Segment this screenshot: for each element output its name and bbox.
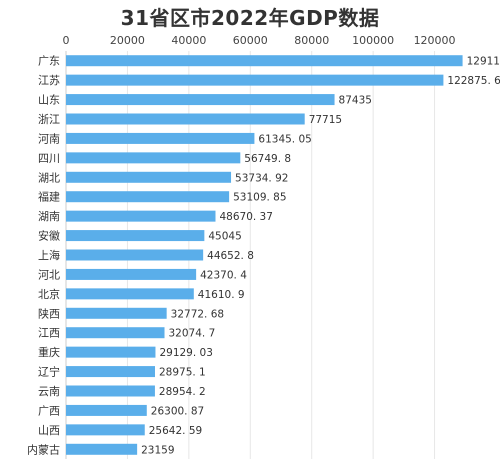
x-tick-label: 80000 <box>294 34 329 47</box>
category-label: 上海 <box>38 248 60 262</box>
value-label: 77715 <box>309 114 342 126</box>
category-label: 江西 <box>38 327 60 340</box>
value-label: 28975. 1 <box>159 367 206 379</box>
category-label: 陕西 <box>38 306 60 320</box>
bar <box>66 366 155 378</box>
category-label: 福建 <box>38 190 60 204</box>
value-label: 42370. 4 <box>200 269 247 281</box>
category-label: 山西 <box>38 424 60 437</box>
x-tick-label: 60000 <box>233 34 268 47</box>
value-label: 28954. 2 <box>159 386 206 398</box>
value-label: 32074. 7 <box>169 328 216 340</box>
value-label: 25642. 59 <box>149 425 202 437</box>
x-tick-label: 120000 <box>414 34 456 47</box>
bar <box>66 152 241 164</box>
category-label: 云南 <box>38 385 60 398</box>
bar <box>66 171 232 183</box>
value-label: 48670. 37 <box>219 211 272 223</box>
category-label: 湖南 <box>38 210 60 223</box>
bar <box>66 385 155 397</box>
value-label: 53109. 85 <box>233 192 286 204</box>
value-label: 53734. 92 <box>235 172 288 184</box>
bar <box>66 249 204 261</box>
bar <box>66 74 444 86</box>
bar <box>66 327 165 339</box>
value-label: 45045 <box>208 231 241 243</box>
category-label: 山东 <box>38 94 60 107</box>
bar <box>66 191 230 203</box>
bar <box>66 443 138 455</box>
x-tick-label: 0 <box>63 34 70 47</box>
value-label: 41610. 9 <box>198 289 245 301</box>
bar <box>66 94 335 106</box>
category-label: 江苏 <box>38 74 60 87</box>
category-label: 河北 <box>38 268 60 281</box>
category-label: 广西 <box>38 404 60 417</box>
value-label: 44652. 8 <box>207 250 254 262</box>
bar <box>66 132 255 144</box>
category-label: 四川 <box>38 152 60 165</box>
x-tick-label: 100000 <box>352 34 394 47</box>
x-tick-label: 20000 <box>110 34 145 47</box>
bar <box>66 230 205 242</box>
category-label: 内蒙古 <box>27 442 60 456</box>
value-label: 122875. 6 <box>447 75 500 87</box>
category-label: 安徽 <box>38 229 60 243</box>
chart-title: 31省区市2022年GDP数据 <box>120 6 380 30</box>
bar <box>66 268 197 280</box>
category-label: 浙江 <box>38 113 60 126</box>
category-label: 辽宁 <box>38 365 60 379</box>
bar <box>66 307 167 319</box>
value-label: 23159 <box>141 444 174 456</box>
value-label: 129118. 58 <box>467 56 500 68</box>
bar <box>66 113 305 125</box>
bar <box>66 55 463 67</box>
x-tick-label: 40000 <box>171 34 206 47</box>
category-label: 重庆 <box>38 345 60 359</box>
category-label: 河南 <box>38 132 60 145</box>
value-label: 26300. 87 <box>151 405 204 417</box>
value-label: 29129. 03 <box>159 347 212 359</box>
value-label: 32772. 68 <box>171 308 224 320</box>
category-label: 广东 <box>38 55 60 68</box>
value-label: 56749. 8 <box>244 153 291 165</box>
bar <box>66 424 145 436</box>
bar <box>66 288 194 300</box>
bar <box>66 210 216 222</box>
category-label: 北京 <box>38 287 60 301</box>
value-label: 61345. 05 <box>258 133 311 145</box>
value-label: 87435 <box>339 95 372 107</box>
bar <box>66 404 147 416</box>
bar <box>66 346 156 358</box>
category-label: 湖北 <box>38 171 60 184</box>
